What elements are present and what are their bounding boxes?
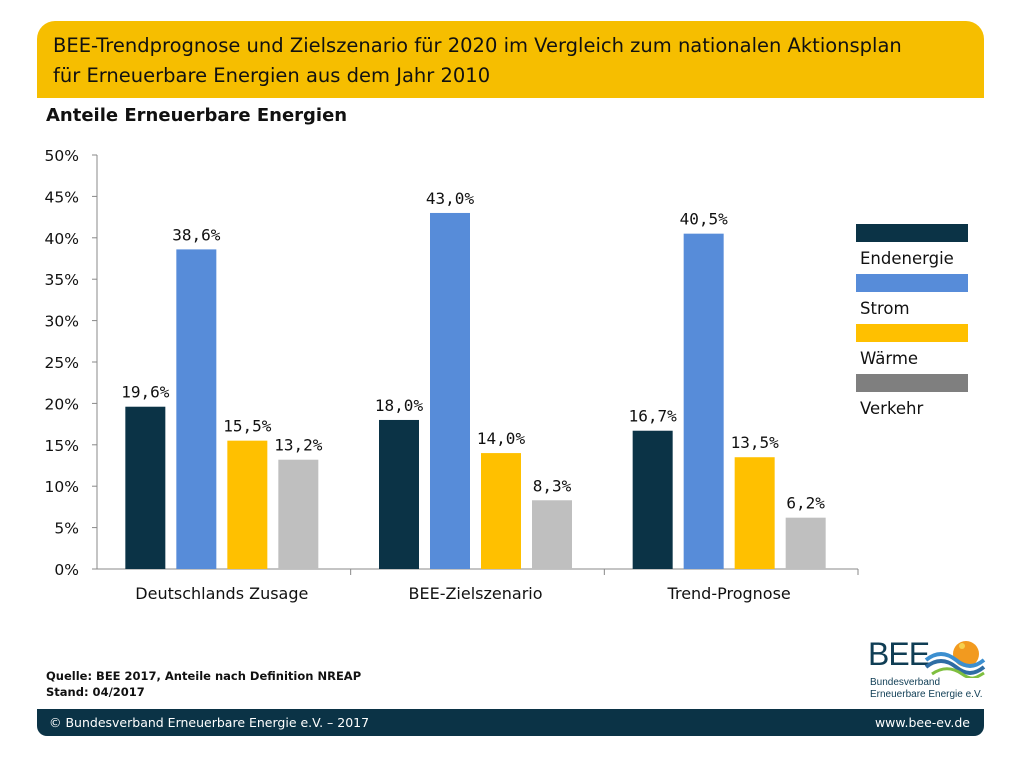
bar-chart: 0% 5% 10% 15% 20% 25% 30% 35% 40% 45% 50% 19,6% 38,6… (45, 147, 859, 603)
legend-swatch (856, 274, 968, 292)
y-tick-label: 15% (45, 437, 79, 455)
data-label: 38,6% (172, 225, 221, 244)
logo-subtitle: Bundesverband Erneuerbare Energie e.V. (870, 677, 983, 701)
logo-sub-line-2: Erneuerbare Energie e.V. (870, 689, 983, 700)
bar-endenergie (632, 430, 673, 569)
bar-verkehr (532, 500, 572, 569)
bar-endenergie (125, 406, 166, 569)
logo-sub-line-1: Bundesverband (870, 677, 941, 688)
data-label: 19,6% (121, 383, 170, 402)
bar-wrme (227, 440, 268, 569)
data-label: 14,0% (477, 429, 526, 448)
legend-swatch (856, 224, 968, 242)
bee-logo: BEE Bundesverband Erneuerbare Energie e.… (868, 636, 988, 702)
category-label: Deutschlands Zusage (135, 584, 308, 603)
category-label: Trend-Prognose (667, 584, 791, 603)
title-line-2: für Erneuerbare Energien aus dem Jahr 20… (53, 64, 491, 87)
legend: Endenergie Strom Wärme Verkehr (856, 224, 968, 424)
y-tick-label: 35% (45, 271, 79, 289)
y-tick-label: 20% (45, 395, 79, 413)
legend-item-waerme: Wärme (856, 324, 968, 374)
bar-wrme (734, 457, 775, 569)
legend-swatch (856, 324, 968, 342)
data-label: 13,2% (274, 436, 323, 455)
legend-label: Wärme (860, 349, 919, 368)
y-tick-label: 0% (54, 561, 79, 579)
footer-copyright: © Bundesverband Erneuerbare Energie e.V.… (49, 715, 370, 730)
bar-verkehr (785, 517, 826, 569)
y-tick-label: 40% (45, 230, 79, 248)
data-label: 40,5% (680, 210, 729, 229)
source-note: Quelle: BEE 2017, Anteile nach Definitio… (46, 668, 361, 700)
legend-label: Verkehr (860, 399, 924, 418)
bar-endenergie (379, 419, 419, 569)
y-tick-label: 45% (45, 188, 79, 206)
legend-item-strom: Strom (856, 274, 968, 324)
y-tick-label: 30% (45, 313, 79, 331)
logo-text: BEE (868, 636, 930, 672)
title-line-1: BEE-Trendprognose und Zielszenario für 2… (53, 34, 902, 57)
chart-title: Anteile Erneuerbare Energien (46, 105, 348, 126)
data-label: 43,0% (426, 189, 475, 208)
footer-bar: © Bundesverband Erneuerbare Energie e.V.… (37, 709, 984, 736)
y-tick-label: 10% (45, 478, 79, 496)
data-label: 16,7% (629, 407, 678, 426)
legend-item-endenergie: Endenergie (856, 224, 968, 274)
data-label: 15,5% (223, 417, 272, 436)
legend-item-verkehr: Verkehr (856, 374, 968, 424)
source-line: Quelle: BEE 2017, Anteile nach Definitio… (46, 669, 362, 683)
data-label: 18,0% (375, 396, 424, 415)
y-tick-label: 25% (45, 354, 79, 372)
bar-verkehr (278, 459, 319, 569)
data-label: 6,2% (786, 494, 825, 513)
y-tick-label: 50% (45, 147, 79, 165)
legend-label: Endenergie (860, 249, 954, 268)
y-tick-label: 5% (54, 520, 79, 538)
title-banner: BEE-Trendprognose und Zielszenario für 2… (37, 21, 984, 98)
data-label: 8,3% (533, 476, 572, 495)
sun-wave-icon (924, 641, 986, 678)
bar-strom (683, 233, 724, 569)
legend-label: Strom (860, 299, 910, 318)
footer-website-link[interactable]: www.bee-ev.de (874, 715, 970, 730)
bar-strom (176, 249, 217, 569)
category-label: BEE-Zielszenario (409, 584, 543, 603)
bar-wrme (481, 453, 521, 569)
data-label: 13,5% (731, 433, 780, 452)
bar-strom (430, 212, 470, 569)
legend-swatch (856, 374, 968, 392)
source-date: Stand: 04/2017 (46, 685, 145, 699)
